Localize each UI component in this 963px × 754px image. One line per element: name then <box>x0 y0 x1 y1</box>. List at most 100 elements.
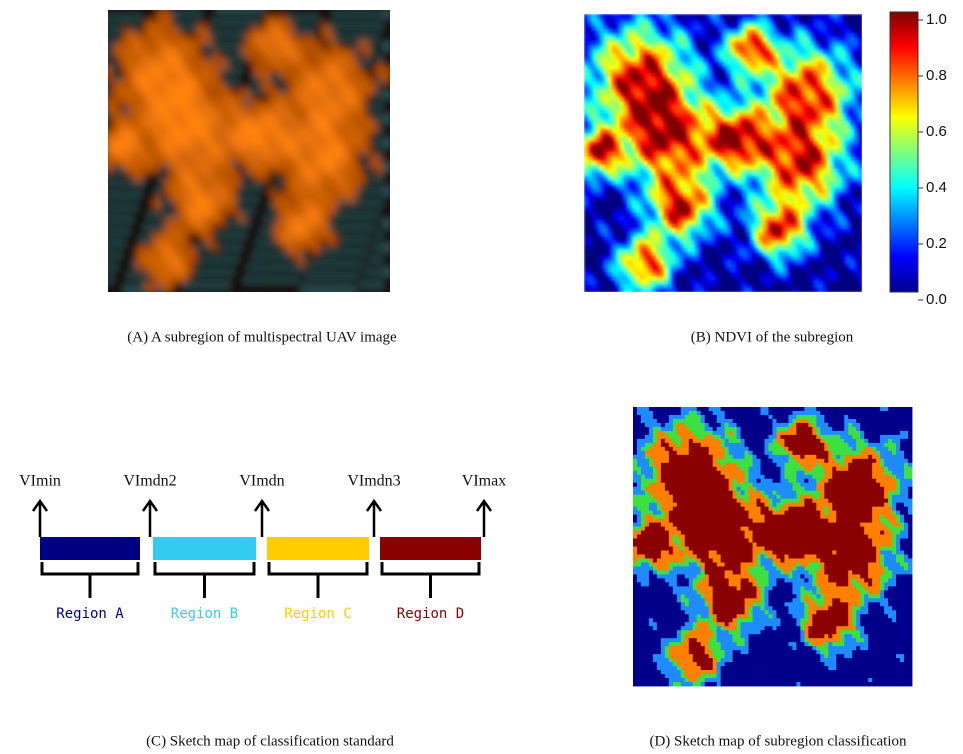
ndvi-cell <box>655 38 660 43</box>
ndvi-cell <box>683 268 688 273</box>
ndvi-cell <box>632 54 637 59</box>
ndvi-cell <box>715 276 720 281</box>
ndvi-cell <box>644 256 649 261</box>
ndvi-cell <box>628 125 633 130</box>
ndvi-cell <box>667 117 672 122</box>
ndvi-cell <box>715 70 720 75</box>
ndvi-cell <box>616 137 621 142</box>
ndvi-cell <box>675 197 680 202</box>
ndvi-cell <box>612 157 617 162</box>
ndvi-cell <box>667 185 672 190</box>
ndvi-cell <box>624 66 629 71</box>
ndvi-cell <box>687 109 692 114</box>
ndvi-cell <box>600 105 605 110</box>
ndvi-cell <box>628 70 633 75</box>
ndvi-cell <box>628 161 633 166</box>
ndvi-cell <box>652 252 657 257</box>
ndvi-cell <box>691 185 696 190</box>
ndvi-cell <box>592 228 597 233</box>
ndvi-cell <box>695 18 700 23</box>
ndvi-cell <box>655 264 660 269</box>
ndvi-cell <box>663 185 668 190</box>
ndvi-cell <box>596 62 601 67</box>
ndvi-cell <box>648 224 653 229</box>
ndvi-cell <box>659 197 664 202</box>
ndvi-cell <box>663 129 668 134</box>
ndvi-cell <box>675 169 680 174</box>
ndvi-cell <box>616 161 621 166</box>
ndvi-cell <box>707 58 712 63</box>
ndvi-cell <box>624 177 629 182</box>
ndvi-cell <box>703 276 708 281</box>
ndvi-cell <box>707 105 712 110</box>
ndvi-cell <box>691 113 696 118</box>
ndvi-cell <box>659 248 664 253</box>
ndvi-cell <box>612 256 617 261</box>
ndvi-cell <box>715 129 720 134</box>
ndvi-cell <box>600 82 605 87</box>
ndvi-cell <box>624 264 629 269</box>
ndvi-cell <box>687 129 692 134</box>
ndvi-cell <box>652 276 657 281</box>
ndvi-cell <box>723 157 728 162</box>
ndvi-cell <box>616 141 621 146</box>
ndvi-cell <box>707 221 712 226</box>
ndvi-cell <box>675 260 680 265</box>
ndvi-cell <box>652 189 657 194</box>
ndvi-cell <box>655 117 660 122</box>
ndvi-cell <box>648 149 653 154</box>
ndvi-cell <box>640 34 645 39</box>
ndvi-cell <box>644 161 649 166</box>
ndvi-cell <box>719 38 724 43</box>
ndvi-cell <box>711 89 716 94</box>
ndvi-cell <box>604 117 609 122</box>
ndvi-cell <box>675 256 680 261</box>
ndvi-cell <box>652 121 657 126</box>
ndvi-cell <box>616 185 621 190</box>
ndvi-cell <box>719 101 724 106</box>
ndvi-cell <box>695 137 700 142</box>
ndvi-cell <box>620 85 625 90</box>
ndvi-cell <box>620 280 625 285</box>
ndvi-cell <box>600 181 605 186</box>
ndvi-cell <box>659 129 664 134</box>
ndvi-cell <box>632 58 637 63</box>
ndvi-cell <box>683 181 688 186</box>
ndvi-cell <box>616 66 621 71</box>
ndvi-cell <box>695 133 700 138</box>
ndvi-cell <box>655 248 660 253</box>
ndvi-cell <box>608 30 613 35</box>
ndvi-cell <box>644 14 649 19</box>
ndvi-cell <box>592 133 597 138</box>
ndvi-cell <box>604 74 609 79</box>
ndvi-cell <box>675 272 680 277</box>
ndvi-cell <box>659 268 664 273</box>
ndvi-cell <box>691 224 696 229</box>
ndvi-cell <box>711 117 716 122</box>
ndvi-cell <box>604 70 609 75</box>
ndvi-cell <box>659 14 664 19</box>
ndvi-cell <box>584 141 589 146</box>
ndvi-cell <box>600 189 605 194</box>
ndvi-cell <box>691 121 696 126</box>
ndvi-cell <box>671 74 676 79</box>
ndvi-cell <box>723 201 728 206</box>
ndvi-cell <box>711 149 716 154</box>
ndvi-cell <box>624 149 629 154</box>
ndvi-cell <box>659 193 664 198</box>
ndvi-cell <box>616 145 621 150</box>
ndvi-cell <box>588 221 593 226</box>
ndvi-cell <box>711 66 716 71</box>
ndvi-cell <box>683 201 688 206</box>
ndvi-cell <box>652 89 657 94</box>
ndvi-cell <box>715 93 720 98</box>
ndvi-cell <box>616 117 621 122</box>
ndvi-cell <box>644 101 649 106</box>
ndvi-cell <box>663 42 668 47</box>
ndvi-cell <box>703 165 708 170</box>
ndvi-cell <box>588 260 593 265</box>
ndvi-cell <box>584 248 589 253</box>
ndvi-cell <box>608 236 613 241</box>
ndvi-cell <box>655 280 660 285</box>
ndvi-cell <box>715 82 720 87</box>
